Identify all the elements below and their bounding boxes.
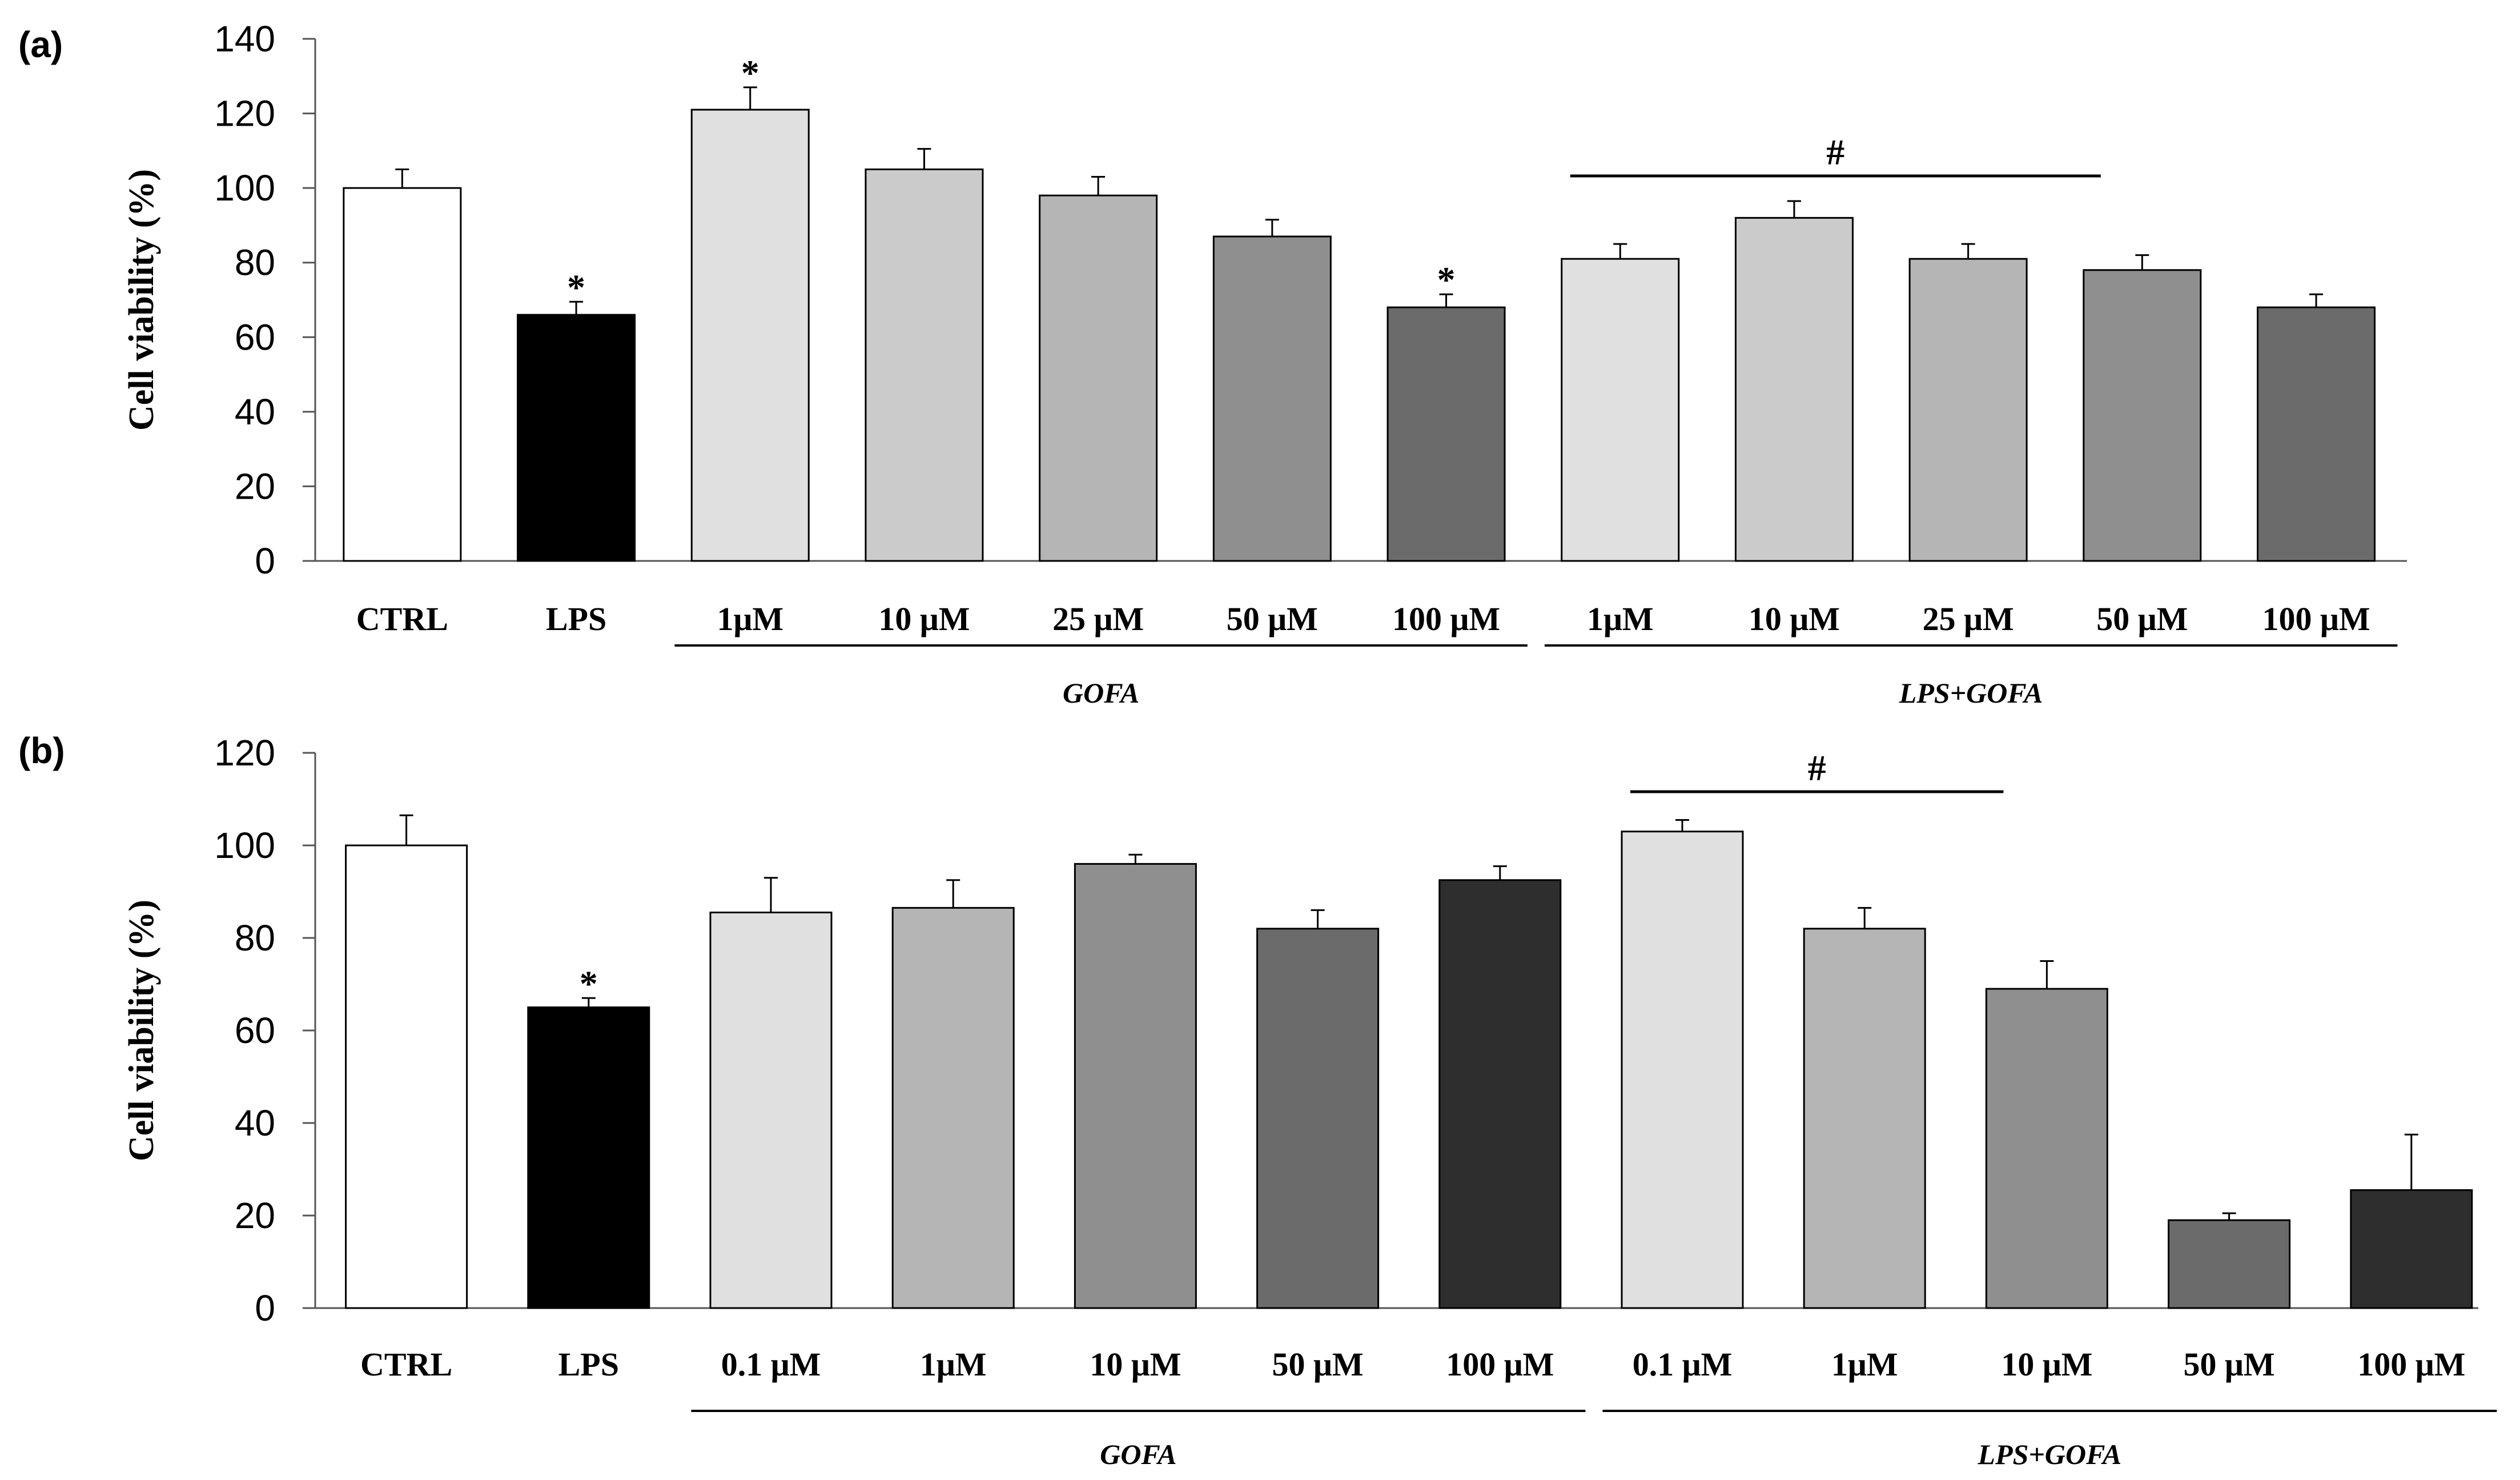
- bar: [1803, 928, 1926, 1309]
- y-tick-label: 40: [235, 391, 275, 432]
- bar: [891, 907, 1015, 1309]
- y-tick-label: 80: [235, 917, 275, 958]
- significance-hash: #: [1808, 748, 1826, 788]
- x-tick-label: 10 μM: [1749, 600, 1840, 637]
- y-tick-label: 80: [235, 242, 275, 283]
- y-tick-label: 40: [235, 1102, 275, 1144]
- y-tick-label: 140: [214, 18, 275, 59]
- bar: [2350, 1189, 2473, 1309]
- x-tick-label: 1μM: [1831, 1346, 1898, 1383]
- x-tick-label: 25 μM: [1052, 600, 1144, 637]
- significance-hash: #: [1826, 132, 1844, 173]
- panel-label: (a): [18, 24, 63, 65]
- bar: [517, 314, 636, 562]
- y-axis-label: Cell viability (%): [122, 900, 161, 1161]
- x-tick-label: 50 μM: [2096, 600, 2188, 637]
- x-tick-label: 1μM: [1587, 600, 1654, 637]
- group-label: LPS+GOFA: [1978, 1438, 2122, 1470]
- y-tick-label: 0: [255, 1288, 275, 1329]
- y-tick-label: 100: [214, 167, 275, 208]
- x-tick-label: 25 μM: [1923, 600, 2014, 637]
- x-tick-label: 0.1 μM: [1633, 1346, 1733, 1383]
- x-tick-label: 0.1 μM: [721, 1346, 821, 1383]
- x-tick-label: CTRL: [356, 600, 448, 637]
- bar: [690, 109, 810, 562]
- y-tick-label: 20: [235, 1195, 275, 1236]
- bar: [1212, 235, 1332, 562]
- bar: [343, 187, 462, 562]
- bar: [1256, 928, 1380, 1309]
- x-tick-label: 100 μM: [1446, 1346, 1554, 1383]
- x-tick-label: CTRL: [360, 1346, 452, 1383]
- x-tick-label: 50 μM: [1227, 600, 1318, 637]
- bar: [1985, 988, 2108, 1309]
- panel-label: (b): [18, 730, 65, 771]
- bar: [1039, 194, 1158, 562]
- significance-asterisk: *: [580, 963, 598, 1004]
- y-tick-label: 100: [214, 825, 275, 866]
- bar: [865, 169, 984, 562]
- x-tick-label: 50 μM: [2184, 1346, 2275, 1383]
- x-tick-label: LPS: [546, 600, 606, 637]
- bar: [1908, 258, 2028, 562]
- significance-asterisk: *: [741, 53, 759, 93]
- x-tick-label: 100 μM: [1392, 600, 1500, 637]
- x-tick-label: 10 μM: [2001, 1346, 2092, 1383]
- y-tick-label: 120: [214, 93, 275, 134]
- group-label: GOFA: [1100, 1438, 1176, 1470]
- group-label: GOFA: [1063, 677, 1139, 709]
- bar: [1438, 879, 1562, 1309]
- x-tick-label: 100 μM: [2357, 1346, 2465, 1383]
- bar: [1734, 216, 1854, 562]
- bar: [1561, 258, 1680, 562]
- bar: [2083, 269, 2202, 562]
- x-tick-label: 100 μM: [2262, 600, 2370, 637]
- bar: [345, 844, 468, 1309]
- bar: [2168, 1219, 2291, 1309]
- x-tick-label: 1μM: [717, 600, 783, 637]
- group-label: LPS+GOFA: [1899, 677, 2043, 709]
- bar: [527, 1006, 650, 1309]
- y-tick-label: 20: [235, 466, 275, 507]
- y-axis-label: Cell viability (%): [122, 169, 161, 431]
- significance-asterisk: *: [1437, 259, 1456, 300]
- chart-panel-b: (b) Cell viability (%) 0 20 40 60 80 100 120 CTRL…: [18, 730, 2497, 1470]
- significance-asterisk: *: [567, 267, 585, 307]
- x-tick-label: 10 μM: [878, 600, 970, 637]
- bar: [1621, 831, 1744, 1309]
- x-tick-label: 1μM: [920, 1346, 987, 1383]
- y-tick-label: 60: [235, 1010, 275, 1051]
- y-tick-label: 120: [214, 732, 275, 773]
- x-tick-label: 10 μM: [1090, 1346, 1181, 1383]
- chart-panel-a: (a) Cell viability (%) 0 20 40 60 80 100 120 140 C…: [18, 18, 2407, 709]
- x-tick-label: LPS: [558, 1346, 619, 1383]
- bar: [1386, 306, 1506, 562]
- bar: [1074, 863, 1197, 1309]
- y-tick-label: 60: [235, 316, 275, 358]
- bar: [709, 911, 833, 1309]
- y-tick-label: 0: [255, 540, 275, 581]
- bar: [2257, 306, 2376, 562]
- x-tick-label: 50 μM: [1272, 1346, 1364, 1383]
